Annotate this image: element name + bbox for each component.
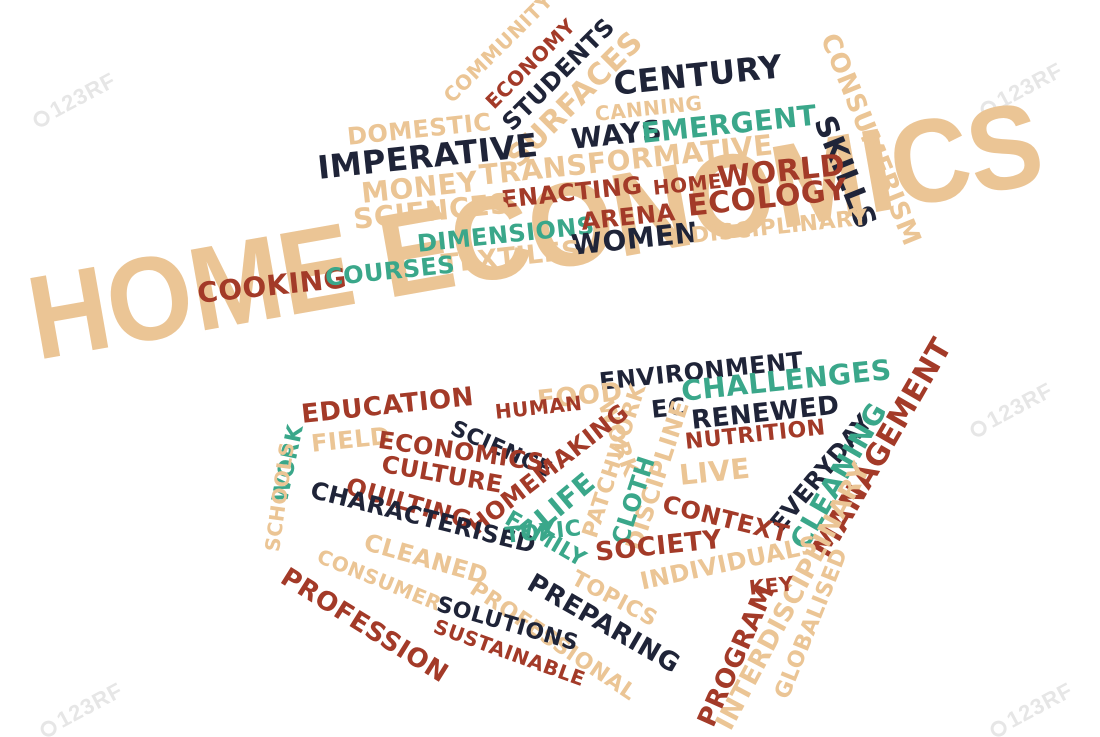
word-human: HUMAN bbox=[493, 390, 584, 424]
word-live: LIVE bbox=[677, 451, 752, 492]
watermark-logo: 123RF bbox=[35, 668, 148, 737]
watermark-logo: 123RF bbox=[28, 58, 141, 140]
watermark-logo: 123RF bbox=[965, 368, 1078, 450]
watermark-logo: 123RF bbox=[985, 668, 1098, 737]
